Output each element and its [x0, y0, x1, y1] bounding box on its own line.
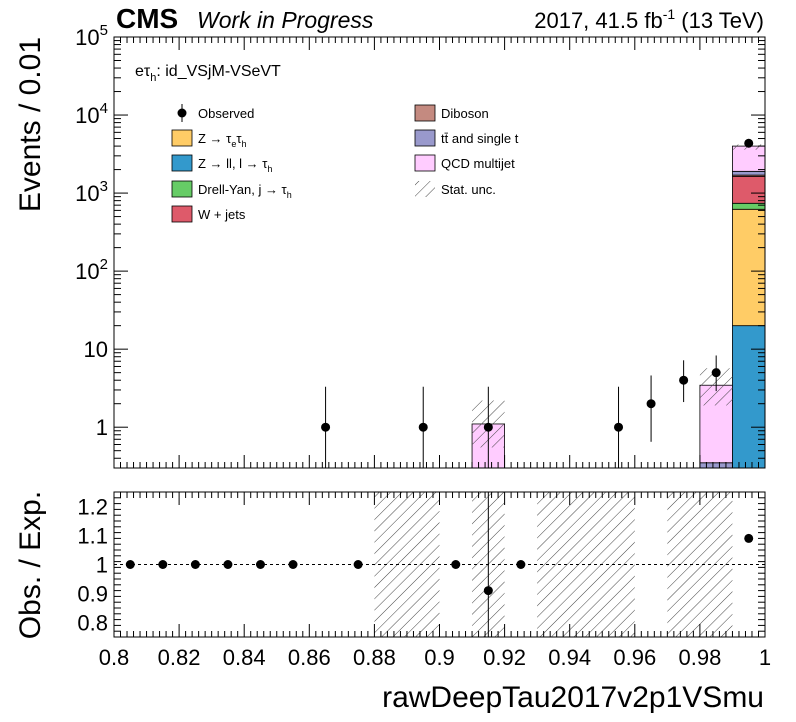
main-ylabel: Events / 0.01	[14, 37, 47, 212]
legend-label-zll: Z → ll, l → τh	[198, 156, 272, 174]
ratio-ytick-label-2: 1	[96, 553, 108, 578]
bar-jfakes-bin-19	[732, 202, 766, 210]
legend-swatch-qcd	[414, 154, 436, 172]
ratio-ytick-label-1: 0.9	[77, 582, 108, 607]
ratio-point-2	[190, 560, 200, 569]
ratio-ylabel: Obs. / Exp.	[14, 491, 47, 639]
ratio-xtick-label-1: 0.82	[158, 645, 201, 670]
lumi-suffix: (13 TeV)	[675, 8, 764, 33]
lumi-prefix: 2017, 41.5 fb	[534, 8, 662, 33]
legend-swatch-ttbar	[414, 129, 436, 147]
ratio-point-7	[451, 560, 461, 569]
main-observed	[321, 138, 754, 468]
ratio-ytick-label-4: 1.2	[77, 495, 108, 520]
ratio-point-3	[223, 560, 233, 569]
legend-swatch-diboson	[414, 104, 436, 122]
channel-sub: h	[150, 72, 156, 84]
ratio-xtick-label-5: 0.9	[424, 645, 455, 670]
ratio-xtick-label-8: 0.96	[613, 645, 656, 670]
observed-point-6	[711, 368, 721, 378]
legend-entry-jfakes: Drell-Yan, j → τh	[171, 180, 292, 200]
ratio-point-9	[516, 560, 526, 569]
bar-wjets-bin-19	[732, 175, 766, 204]
legend-entry-data: Observed	[177, 104, 254, 122]
status-label: Work in Progress	[197, 7, 374, 33]
observed-point-4	[646, 399, 656, 409]
observed-point-5	[679, 375, 689, 385]
ratio-xticks: 0.8 0.82 0.84 0.86 0.88 0.9 0.92 0.94 0.96 0.98 1	[99, 492, 771, 670]
ratio-point-0	[125, 560, 135, 569]
legend-swatch-zll	[171, 154, 193, 172]
ratio-points	[125, 492, 754, 637]
main-ytick-label-5: 105	[75, 22, 108, 50]
legend-entry-diboson: Diboson	[414, 104, 489, 122]
legend-swatch-wjets	[171, 205, 193, 223]
main-yticks: 1 10 102 103 104 105	[75, 22, 765, 469]
bar-ttbar-bin-19	[732, 170, 766, 176]
observed-point-2	[483, 422, 493, 432]
bar-qcd-bin-19	[732, 145, 766, 172]
main-ytick-label-0: 1	[96, 415, 108, 440]
ratio-panel: 0.8 0.82 0.84 0.86 0.88 0.9 0.92 0.94 0.96 0.98 1 …	[14, 491, 771, 714]
ratio-xtick-label-4: 0.88	[353, 645, 396, 670]
ratio-xtick-label-0: 0.8	[99, 645, 130, 670]
legend-entry-qcd: QCD multijet	[414, 154, 515, 172]
ratio-point-1	[158, 560, 168, 569]
legend-swatch-ztt	[171, 129, 193, 147]
legend-marker-dot	[177, 108, 187, 118]
legend-entry-ttbar: tt̄ and single t	[414, 129, 519, 147]
main-ytick-label-4: 104	[75, 100, 108, 128]
ratio-xtick-label-6: 0.92	[483, 645, 526, 670]
lumi-exponent: -1	[663, 6, 676, 22]
ratio-xlabel: rawDeepTau2017v2p1VSmu	[382, 681, 764, 714]
bar-zll-bin-19	[732, 325, 766, 469]
ratio-point-8	[483, 586, 493, 596]
channel-rest: : id_VSjM-VSeVT	[156, 63, 281, 80]
legend-entry-wjets: W + jets	[171, 205, 246, 223]
ratio-xtick-label-7: 0.94	[548, 645, 591, 670]
legend: Observed Z → τeτh Z → ll, l → τh Drell-Yan,…	[171, 104, 519, 223]
main-ytick-label-2: 102	[75, 256, 108, 284]
ratio-point-6	[353, 560, 363, 569]
bar-ttbar-bin-18	[699, 462, 733, 469]
lumi-label: 2017, 41.5 fb-1 (13 TeV)	[534, 6, 764, 33]
legend-entry-ztt: Z → τeτh	[171, 129, 246, 149]
ratio-xtick-label-2: 0.84	[223, 645, 266, 670]
main-panel: 1 10 102 103 104 105 eτh: id_VSjM-VSeVT Obser…	[14, 22, 766, 469]
legend-label-ztt: Z → τeτh	[198, 131, 246, 149]
legend-label-diboson: Diboson	[441, 106, 489, 121]
main-frame	[113, 36, 766, 469]
main-xticks	[113, 37, 766, 468]
ratio-point-5	[288, 560, 298, 569]
legend-swatch-jfakes	[171, 180, 193, 198]
legend-label-ttbar: tt̄ and single t	[441, 131, 519, 146]
legend-hatch-swatch	[415, 181, 435, 197]
main-ytick-label-1: 10	[84, 337, 108, 362]
legend-entry-unc: Stat. unc.	[415, 181, 496, 197]
bar-ztt-bin-19	[732, 208, 766, 327]
ratio-xtick-label-9: 0.98	[678, 645, 721, 670]
legend-label-wjets: W + jets	[198, 207, 246, 222]
legend-label-jfakes: Drell-Yan, j → τh	[198, 182, 292, 200]
ratio-point-10	[744, 533, 754, 543]
legend-entry-zll: Z → ll, l → τh	[171, 154, 272, 174]
observed-point-7	[744, 138, 754, 148]
ratio-xtick-label-3: 0.86	[288, 645, 331, 670]
channel-label: eτh: id_VSjM-VSeVT	[135, 63, 281, 84]
channel-particle: eτ	[135, 63, 151, 80]
observed-point-1	[418, 422, 428, 432]
observed-point-0	[321, 422, 331, 432]
main-ytick-label-3: 103	[75, 178, 108, 206]
ratio-xtick-label-10: 1	[759, 645, 771, 670]
ratio-ytick-label-0: 0.8	[77, 611, 108, 636]
ratio-ytick-label-3: 1.1	[77, 524, 108, 549]
observed-point-3	[614, 422, 624, 432]
cms-label: CMS	[116, 3, 178, 34]
ratio-yticks: 0.8 0.9 1 1.1 1.2	[77, 491, 765, 638]
legend-label-unc: Stat. unc.	[441, 182, 496, 197]
ratio-point-4	[255, 560, 265, 569]
legend-label-qcd: QCD multijet	[441, 156, 515, 171]
legend-label-data: Observed	[198, 106, 254, 121]
